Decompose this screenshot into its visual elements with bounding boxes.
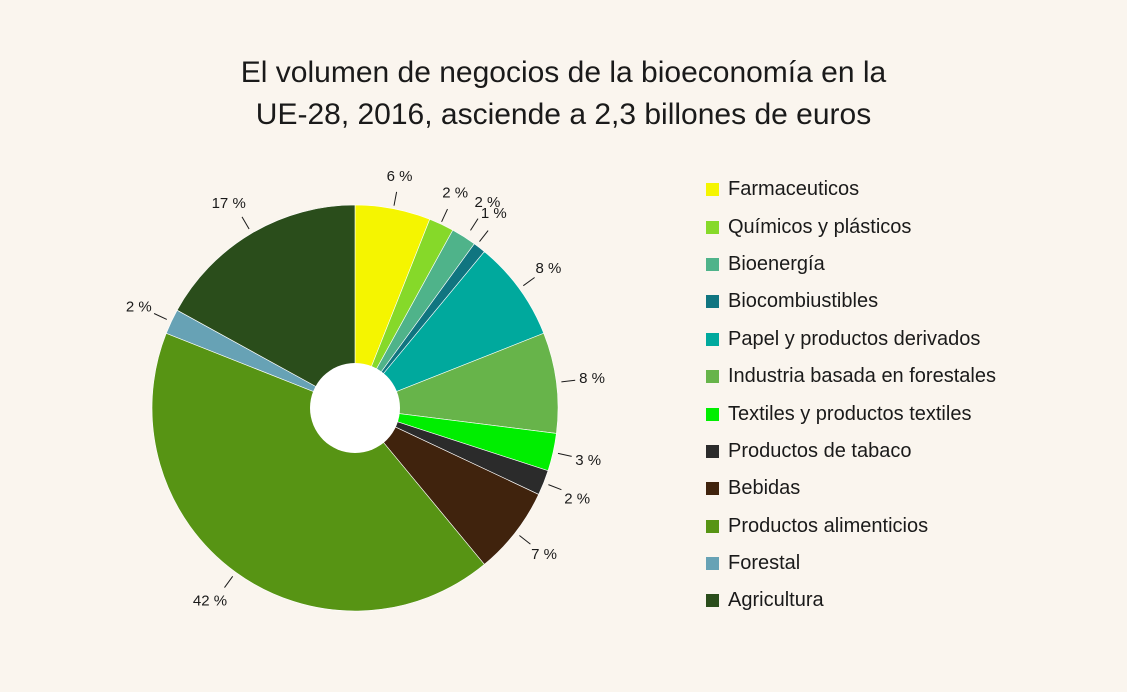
legend-item: Bebidas	[706, 470, 996, 507]
slice-leader-line	[519, 535, 531, 545]
slice-value-label: 17 %	[212, 195, 246, 212]
slice-value-label: 8 %	[579, 370, 605, 387]
slice-value-label: 3 %	[575, 452, 601, 469]
legend-label: Químicos y plásticos	[728, 215, 912, 238]
legend-swatch	[706, 370, 719, 384]
chart-title: El volumen de negocios de la bioeconomía…	[0, 52, 1127, 136]
slice-leader-line	[479, 230, 489, 242]
legend-swatch	[706, 183, 719, 197]
legend-label: Industria basada en forestales	[728, 365, 996, 388]
legend-label: Agricultura	[728, 589, 824, 612]
slice-value-label: 2 %	[564, 491, 590, 508]
legend-item: Bioenergía	[706, 246, 996, 283]
chart-title-line-1: El volumen de negocios de la bioeconomía…	[240, 56, 887, 89]
legend-swatch	[706, 295, 719, 309]
slice-leader-line	[393, 191, 398, 206]
slice-leader-line	[241, 216, 250, 230]
legend-label: Papel y productos derivados	[728, 327, 981, 350]
legend-swatch	[706, 519, 719, 533]
legend-item: Productos de tabaco	[706, 433, 996, 470]
legend-item: Biocombiustibles	[706, 283, 996, 320]
legend-item: Productos alimenticios	[706, 508, 996, 545]
legend-label: Textiles y productos textiles	[728, 402, 972, 425]
pie-slice	[151, 332, 485, 612]
legend-label: Forestal	[728, 552, 801, 575]
legend-item: Forestal	[706, 545, 996, 582]
legend-label: Bioenergía	[728, 252, 825, 275]
chart-legend: Farmaceuticos Químicos y plásticos Bioener…	[706, 171, 996, 620]
slice-leader-line	[470, 218, 479, 231]
legend-item: Agricultura	[706, 582, 996, 619]
slice-value-label: 2 %	[442, 185, 468, 202]
legend-swatch	[706, 444, 719, 458]
legend-label: Bebidas	[728, 477, 801, 500]
slice-leader-line	[561, 379, 576, 383]
slice-value-label: 6 %	[387, 168, 413, 185]
legend-label: Farmaceuticos	[728, 178, 860, 201]
chart-title-line-2: UE-28, 2016, asciende a 2,3 billones de …	[255, 98, 872, 131]
slice-value-label: 42 %	[193, 593, 227, 610]
legend-swatch	[706, 407, 719, 421]
legend-item: Químicos y plásticos	[706, 208, 996, 245]
legend-item: Industria basada en forestales	[706, 358, 996, 395]
slice-leader-line	[548, 484, 562, 491]
legend-swatch	[706, 594, 719, 608]
pie-slice	[354, 332, 559, 434]
pie-slice	[354, 251, 545, 409]
legend-label: Productos alimenticios	[728, 514, 929, 537]
slice-leader-line	[153, 313, 168, 320]
legend-swatch	[706, 482, 719, 496]
legend-label: Productos de tabaco	[728, 439, 912, 462]
legend-swatch	[706, 257, 719, 271]
legend-swatch	[706, 332, 719, 346]
legend-item: Farmaceuticos	[706, 171, 996, 208]
pie-slice	[176, 204, 356, 409]
slice-leader-line	[441, 208, 448, 223]
legend-swatch	[706, 557, 719, 571]
pie-center-hole	[310, 363, 400, 453]
slice-value-label: 1 %	[481, 205, 507, 222]
slice-value-label: 2 %	[475, 194, 501, 211]
slice-leader-line	[557, 452, 572, 457]
legend-item: Papel y productos derivados	[706, 321, 996, 358]
slice-leader-line	[224, 576, 234, 588]
legend-item: Textiles y productos textiles	[706, 395, 996, 432]
slice-value-label: 2 %	[126, 299, 152, 316]
slice-leader-line	[523, 277, 535, 287]
legend-swatch	[706, 220, 719, 234]
slice-value-label: 7 %	[531, 546, 557, 563]
slice-value-label: 8 %	[536, 260, 562, 277]
legend-label: Biocombiustibles	[728, 290, 879, 313]
